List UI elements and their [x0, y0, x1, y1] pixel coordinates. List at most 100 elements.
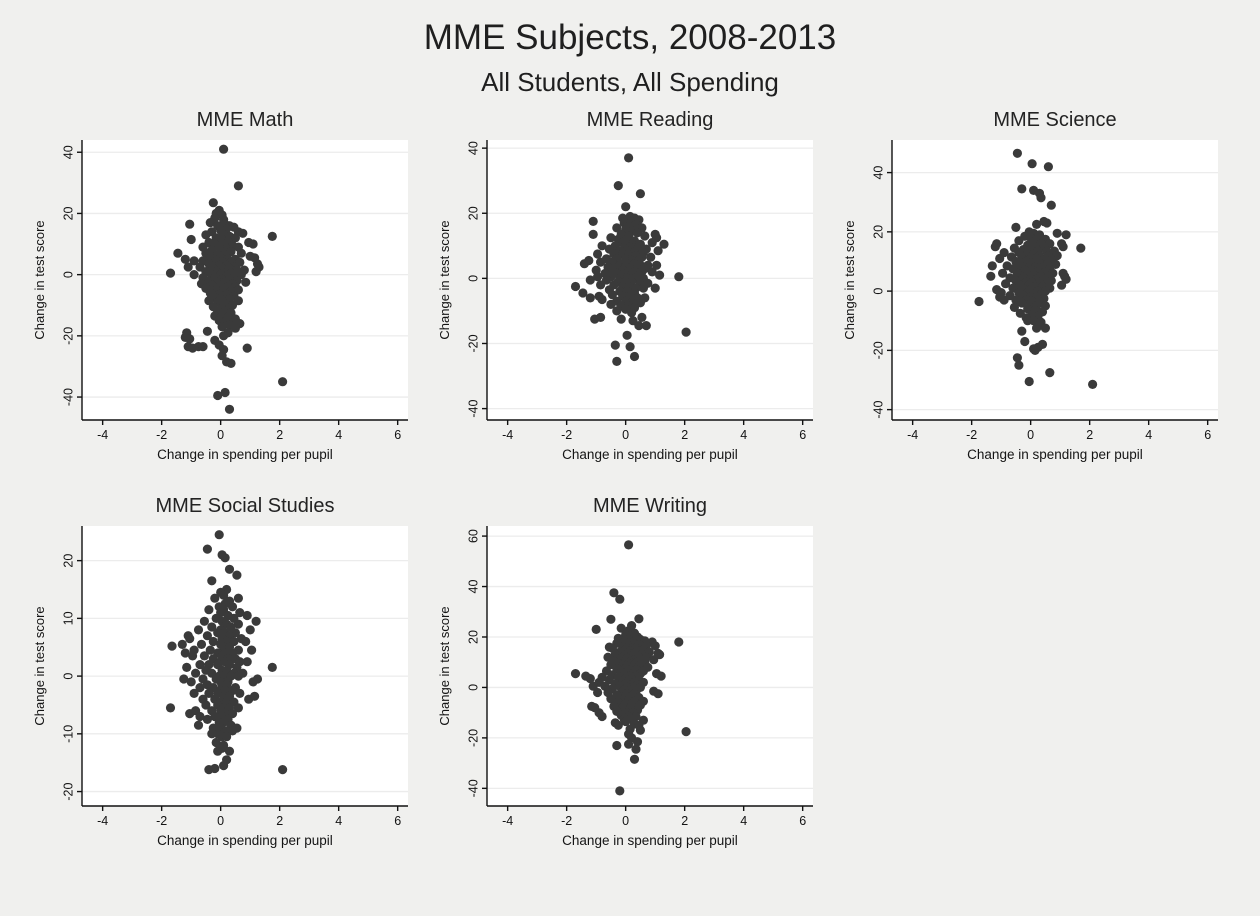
scatter-point [588, 229, 598, 239]
scatter-point [219, 761, 229, 771]
y-tick-label: -20 [466, 334, 480, 352]
scatter-point [629, 754, 640, 764]
scatter-point [612, 740, 622, 751]
y-tick-label: 0 [61, 271, 75, 278]
scatter-point [624, 153, 634, 163]
x-axis-label: Change in spending per pupil [157, 447, 333, 462]
scatter-point [183, 262, 193, 272]
scatter-point [173, 248, 183, 258]
x-tick-label: 2 [681, 814, 688, 828]
y-tick-label: 40 [61, 145, 75, 159]
scatter-point [596, 280, 606, 290]
scatter-point [248, 677, 258, 687]
scatter-point [674, 637, 684, 647]
scatter-point [278, 765, 288, 775]
panel-title: MME Math [196, 109, 294, 131]
scatter-point [213, 746, 223, 756]
panel-mme-reading: MME Reading -40 -20 0 20 40 -4 -2 0 2 4 6 Change in … [433, 108, 838, 468]
scatter-point [681, 727, 691, 737]
scatter-point [987, 261, 997, 271]
panel-mme-math: MME Math -40 -20 0 20 40 -4 -2 0 2 4 6 Change in tes… [28, 108, 433, 468]
y-tick-label: -20 [871, 341, 885, 359]
scatter-point [597, 711, 607, 722]
scatter-point [637, 312, 647, 322]
x-tick-label: 4 [335, 428, 342, 442]
x-tick-label: -4 [97, 814, 108, 828]
scatter-point [189, 270, 199, 280]
scatter-point [647, 238, 657, 248]
scatter-point [635, 189, 645, 199]
x-tick-label: -2 [156, 428, 167, 442]
scatter-point [591, 624, 601, 634]
y-tick-label: 0 [466, 684, 480, 691]
scatter-point [1014, 360, 1024, 370]
scatter-point [1036, 193, 1046, 203]
scatter-point [204, 605, 214, 615]
scatter-point [1011, 222, 1021, 232]
y-axis-label: Change in test score [437, 220, 452, 339]
scatter-point [1037, 339, 1048, 349]
scatter-point [177, 639, 187, 649]
scatter-point [1027, 159, 1037, 169]
scatter-point [1032, 323, 1042, 333]
scatter-point [1017, 298, 1027, 308]
y-tick-label: 10 [61, 611, 75, 625]
scatter-point [998, 268, 1008, 278]
panel-mme-writing: MME Writing -40 -20 0 20 40 60 -4 -2 0 2 4 6 Change i… [433, 494, 838, 854]
scatter-point [674, 272, 684, 282]
y-tick-label: 20 [61, 206, 75, 220]
scatter-point [227, 602, 238, 612]
scatter-point [1043, 162, 1053, 172]
y-tick-label: 0 [466, 275, 480, 282]
scatter-point [593, 249, 603, 259]
figure-header: MME Subjects, 2008-2013 All Students, Al… [0, 14, 1260, 102]
x-axis-label: Change in spending per pupil [562, 447, 738, 462]
scatter-point [632, 228, 643, 238]
scatter-point [224, 564, 235, 574]
scatter-point [638, 283, 648, 293]
scatter-point [198, 342, 208, 352]
x-axis-label: Change in spending per pupil [157, 833, 333, 848]
y-tick-label: 0 [871, 288, 885, 295]
y-axis-label: Change in test score [842, 220, 857, 339]
scatter-point [621, 202, 631, 212]
scatter-point [230, 323, 240, 333]
figure-subtitle: All Students, All Spending [481, 67, 779, 97]
scatter-point [1061, 230, 1071, 240]
scatter-point [202, 714, 212, 724]
scatter-point [649, 655, 659, 665]
x-tick-label: 2 [681, 428, 688, 442]
scatter-point [570, 669, 581, 679]
x-tick-label: 6 [1204, 428, 1211, 442]
y-tick-label: 0 [61, 673, 75, 680]
y-axis-label: Change in test score [32, 220, 47, 339]
scatter-point [1017, 326, 1027, 336]
scatter-point [207, 622, 217, 632]
scatter-point [615, 594, 625, 604]
x-tick-label: 4 [740, 814, 747, 828]
scatter-point [607, 290, 617, 300]
scatter-point [185, 219, 195, 229]
y-tick-label: -40 [466, 400, 480, 418]
y-tick-label: 40 [466, 580, 480, 594]
scatter-point [208, 636, 218, 647]
scatter-point [1023, 316, 1033, 326]
panel-title: MME Writing [592, 495, 708, 517]
scatter-point [241, 277, 251, 287]
scatter-point [606, 614, 616, 624]
scatter-point [653, 689, 663, 699]
scatter-point [593, 687, 603, 698]
y-tick-label: 60 [466, 529, 480, 543]
scatter-point [244, 694, 254, 704]
scatter-point [214, 530, 224, 540]
scatter-point [227, 726, 238, 736]
panel-mme-science: MME Science -40 -20 0 20 40 -4 -2 0 2 4 6 Change in … [838, 108, 1243, 468]
scatter-point [186, 234, 196, 245]
x-tick-label: -2 [561, 428, 572, 442]
scatter-point [235, 608, 245, 618]
scatter-point [201, 230, 211, 240]
scatter-point [165, 268, 176, 278]
scatter-point [612, 356, 622, 366]
x-axis-label: Change in spending per pupil [967, 447, 1143, 462]
